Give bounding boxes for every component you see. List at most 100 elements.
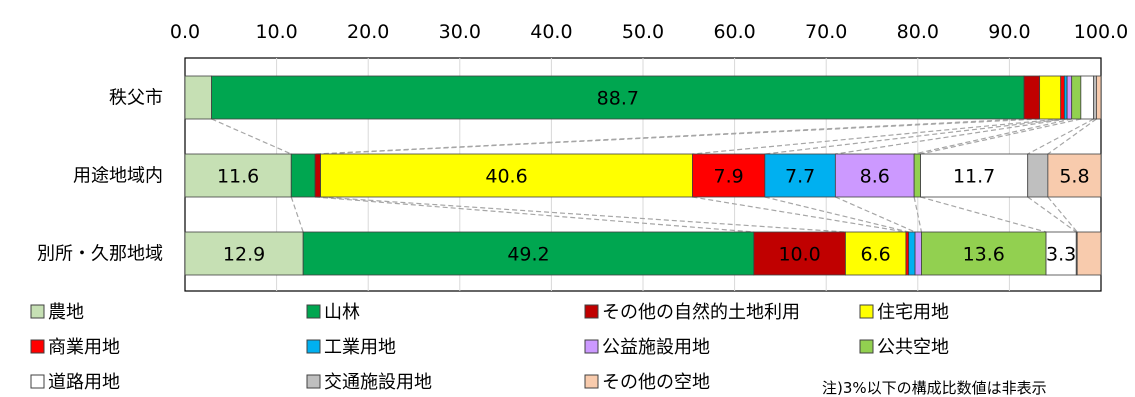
legend-swatch xyxy=(859,304,874,319)
data-label: 3.3 xyxy=(1046,244,1076,266)
legend-swatch xyxy=(584,374,599,389)
x-tick-label: 40.0 xyxy=(530,21,572,43)
bar-segment xyxy=(1047,153,1102,198)
category-label: 用途地域内 xyxy=(73,166,163,187)
legend-label: 交通施設用地 xyxy=(324,372,432,393)
bar-segment xyxy=(184,153,292,198)
x-tick-label: 100.0 xyxy=(1074,21,1128,43)
bar-segment xyxy=(1076,231,1102,276)
bar-segment xyxy=(1096,75,1102,120)
bar-segment xyxy=(1093,75,1097,120)
bar-segment xyxy=(1080,75,1095,120)
x-tick-label: 0.0 xyxy=(170,21,200,43)
bar-segment xyxy=(1039,75,1062,120)
bar-segment xyxy=(914,231,922,276)
bar-segment xyxy=(184,75,212,120)
data-label: 6.6 xyxy=(861,244,891,266)
legend-swatch xyxy=(584,339,599,354)
legend-swatch xyxy=(306,374,321,389)
connector-line xyxy=(692,196,906,233)
bar-segment xyxy=(1027,153,1049,198)
legend-label: その他の空地 xyxy=(602,372,710,393)
category-label: 別所・久那地域 xyxy=(37,244,163,265)
legend-swatch xyxy=(30,339,45,354)
connector-line xyxy=(211,118,292,155)
bar-segment xyxy=(845,231,907,276)
bar-segment xyxy=(1066,75,1073,120)
connector-lines xyxy=(211,118,1097,233)
x-tick-label: 70.0 xyxy=(805,21,847,43)
bar-segment xyxy=(834,153,915,198)
legend-label: 農地 xyxy=(48,302,84,323)
legend-label: その他の自然的土地利用 xyxy=(602,302,800,323)
x-tick-label: 80.0 xyxy=(897,21,939,43)
data-label: 8.6 xyxy=(860,166,890,188)
connector-line xyxy=(913,196,923,233)
data-label: 11.7 xyxy=(953,166,995,188)
x-tick-label: 20.0 xyxy=(347,21,389,43)
bar-segment xyxy=(921,231,1047,276)
bar-segment xyxy=(320,153,693,198)
connector-line xyxy=(692,118,1061,155)
data-label: 13.6 xyxy=(963,244,1005,266)
bar-segment xyxy=(1060,75,1065,120)
connector-line xyxy=(835,196,916,233)
bar-segment xyxy=(184,231,304,276)
data-label: 40.6 xyxy=(485,166,527,188)
connector-line xyxy=(1047,118,1097,155)
legend-swatch xyxy=(30,304,45,319)
data-label: 5.8 xyxy=(1059,166,1089,188)
legend-label: 公益施設用地 xyxy=(602,337,710,358)
category-label: 秩父市 xyxy=(109,88,163,109)
legend-swatch xyxy=(30,374,45,389)
connector-line xyxy=(914,118,1072,155)
legend-swatch xyxy=(306,339,321,354)
data-label: 12.9 xyxy=(223,244,265,266)
legend-label: 工業用地 xyxy=(324,337,396,358)
data-label: 10.0 xyxy=(778,244,820,266)
connector-line xyxy=(290,196,304,233)
x-tick-label: 10.0 xyxy=(255,21,297,43)
connector-line xyxy=(920,196,1047,233)
connector-line xyxy=(315,196,754,233)
legend-swatch xyxy=(859,339,874,354)
bar-segment xyxy=(290,153,316,198)
x-tick-label: 60.0 xyxy=(713,21,755,43)
data-label: 11.6 xyxy=(217,166,259,188)
x-axis-tick-labels: 0.0 10.0 20.0 30.0 40.0 50.0 60.0 70.0 80.0 90.0 1… xyxy=(170,21,1128,43)
connector-line xyxy=(920,118,1081,155)
data-label: 88.7 xyxy=(597,88,639,110)
bar-segment xyxy=(1071,75,1082,120)
x-tick-label: 30.0 xyxy=(439,21,481,43)
bar-segment xyxy=(1063,75,1068,120)
x-tick-label: 90.0 xyxy=(988,21,1030,43)
connector-line xyxy=(835,118,1068,155)
legend-label: 道路用地 xyxy=(48,372,120,393)
bar-segment xyxy=(302,231,755,276)
legend-label: 住宅用地 xyxy=(877,302,949,323)
x-tick-label: 50.0 xyxy=(622,21,664,43)
bar-segment xyxy=(920,153,1029,198)
bar-segment xyxy=(692,153,766,198)
footnote: 注)3%以下の構成比数値は非表示 xyxy=(822,379,1047,397)
data-label: 7.7 xyxy=(785,166,815,188)
bar-segment xyxy=(1023,75,1041,120)
bar-segment xyxy=(314,153,321,198)
legend-swatch xyxy=(584,304,599,319)
bar-segment xyxy=(905,231,910,276)
legend-swatch xyxy=(306,304,321,319)
connector-line xyxy=(764,196,909,233)
data-label: 7.9 xyxy=(714,166,744,188)
legend-label: 商業用地 xyxy=(48,337,120,358)
bar-segment xyxy=(1045,231,1077,276)
connector-line xyxy=(764,118,1065,155)
bar-segment xyxy=(753,231,846,276)
connector-line xyxy=(1027,118,1094,155)
data-label: 49.2 xyxy=(507,244,549,266)
legend-label: 山林 xyxy=(324,302,360,323)
legend-label: 公共空地 xyxy=(877,337,949,358)
bars: 88.7 11.6 40.6 7.9 7.7 8.6 11.7 5.8 12.9 49.2 10.0… xyxy=(184,75,1102,276)
